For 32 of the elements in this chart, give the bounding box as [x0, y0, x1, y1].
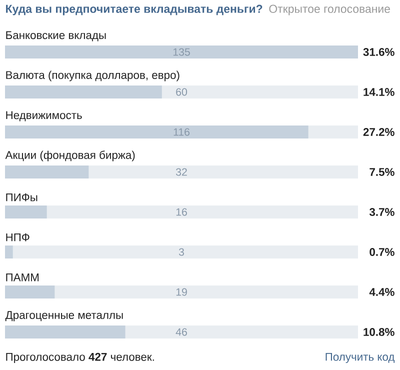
y-tick-label: ПАММ [6, 274, 39, 282]
text: 10.8% [364, 328, 394, 336]
text: Проголосовало 427 человек. [6, 352, 154, 364]
bar [5, 205, 47, 218]
chart-subtitle: Открытое голосование [269, 4, 390, 16]
data-label: 19 [176, 288, 187, 296]
data-label: 135 [173, 48, 190, 56]
y-tick-label: Драгоценные металлы [5, 311, 123, 322]
bar [5, 165, 89, 178]
y-tick-label: Банковские вклады [6, 31, 106, 42]
data-label: 16 [176, 208, 187, 216]
text: 0.7% [370, 248, 394, 256]
text: 14.1% [364, 88, 394, 96]
y-tick-label: Валюта (покупка долларов, евро) [6, 70, 180, 82]
text: 3.7% [369, 208, 394, 216]
chart-title: Куда вы предпочитаете вкладывать деньги? [6, 4, 262, 16]
data-label: 46 [176, 328, 187, 336]
y-tick-label: ПИФы [6, 193, 38, 202]
data-label: 3 [178, 248, 184, 256]
text: Получить код [326, 352, 395, 363]
y-tick-label: НПФ [6, 233, 30, 242]
text: 27.2% [363, 128, 394, 136]
data-label: 116 [174, 128, 190, 136]
data-label: 32 [176, 168, 187, 176]
text: 4.4% [369, 288, 394, 296]
y-tick-label: Акции (фондовая биржа) [5, 150, 135, 162]
bar [5, 245, 13, 258]
text: 31.6% [363, 48, 394, 56]
y-tick-label: Недвижимость [6, 111, 82, 122]
text: 7.5% [370, 168, 394, 176]
bar [5, 285, 55, 298]
data-label: 60 [176, 88, 188, 96]
